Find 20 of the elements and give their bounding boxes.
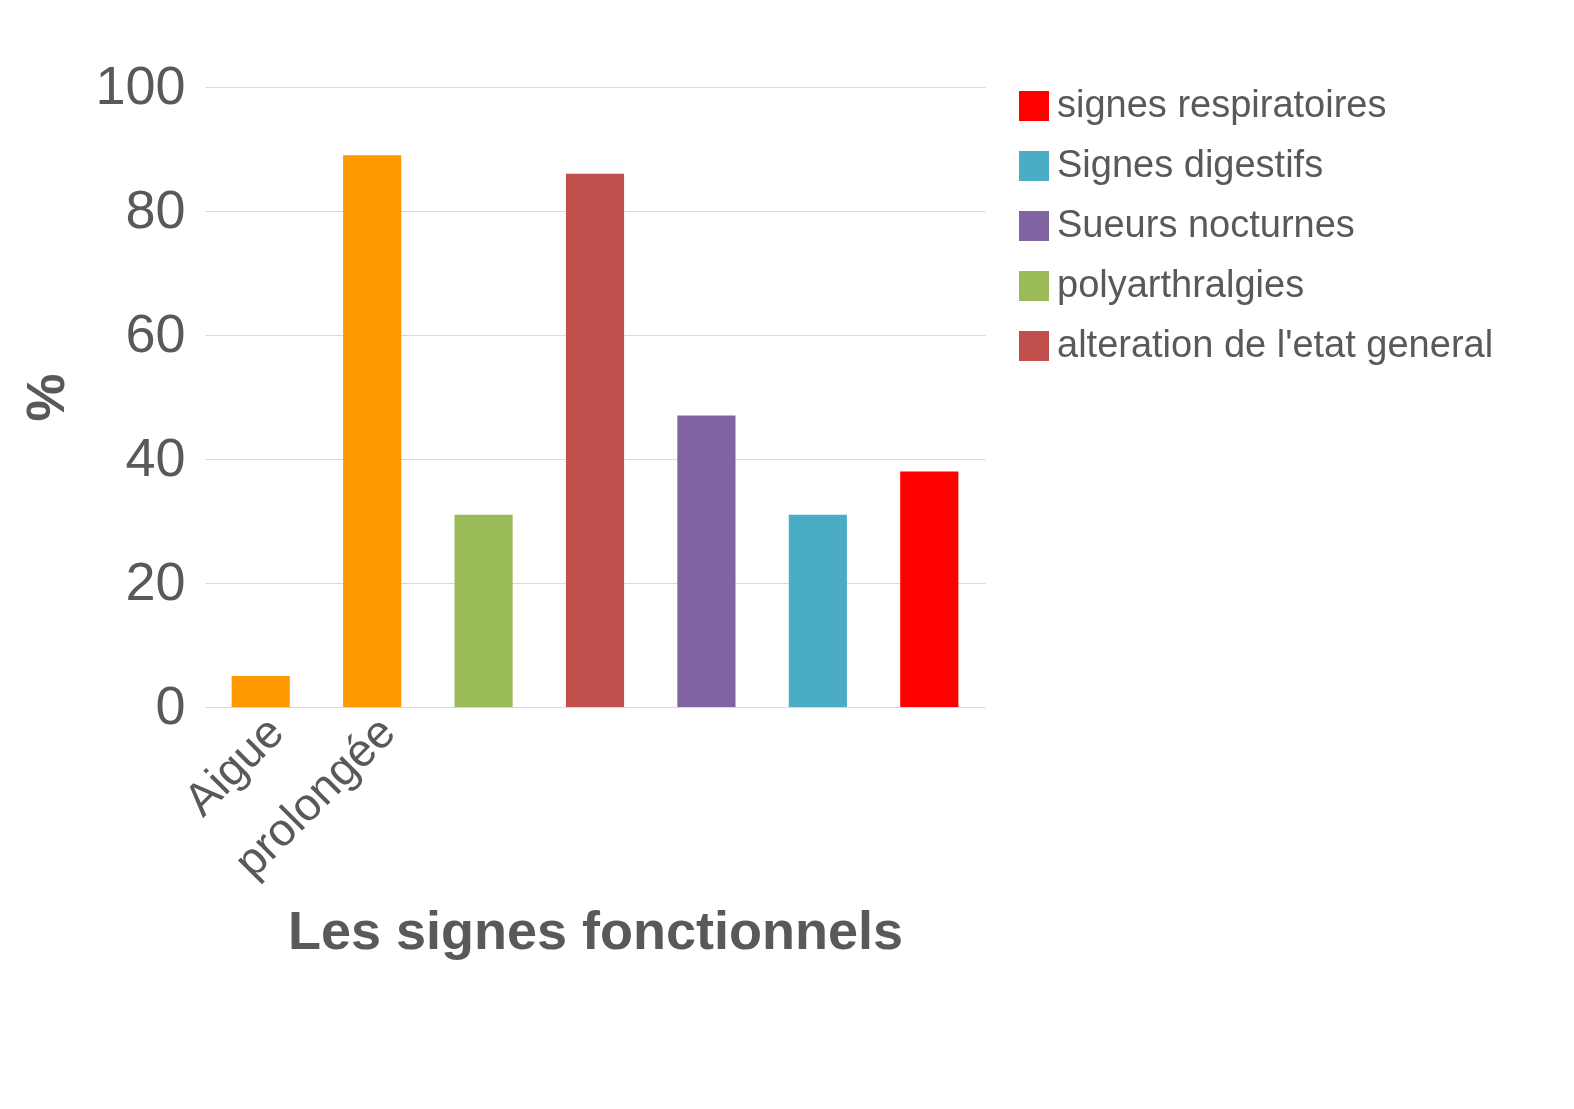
y-tick-label: 40 [125, 426, 186, 487]
bar [677, 415, 736, 707]
bar [788, 514, 847, 707]
bar [900, 471, 959, 707]
y-axis-title: % [15, 373, 76, 422]
legend-label: alteration de l'etat general [1057, 323, 1494, 365]
y-tick-label: 100 [95, 54, 186, 115]
bar [454, 514, 513, 707]
x-axis-title: Les signes fonctionnels [287, 900, 904, 961]
bar [565, 173, 625, 707]
legend-label: Sueurs nocturnes [1057, 203, 1355, 245]
y-tick-label: 80 [125, 178, 186, 239]
y-tick-label: 0 [155, 674, 186, 735]
legend-label: polyarthralgies [1057, 263, 1305, 305]
legend-label: Signes digestifs [1057, 143, 1324, 185]
legend-label: signes respiratoires [1057, 83, 1387, 125]
bar [343, 155, 402, 707]
y-tick-label: 20 [125, 550, 186, 611]
bar [231, 676, 290, 707]
y-tick-label: 60 [125, 302, 186, 363]
